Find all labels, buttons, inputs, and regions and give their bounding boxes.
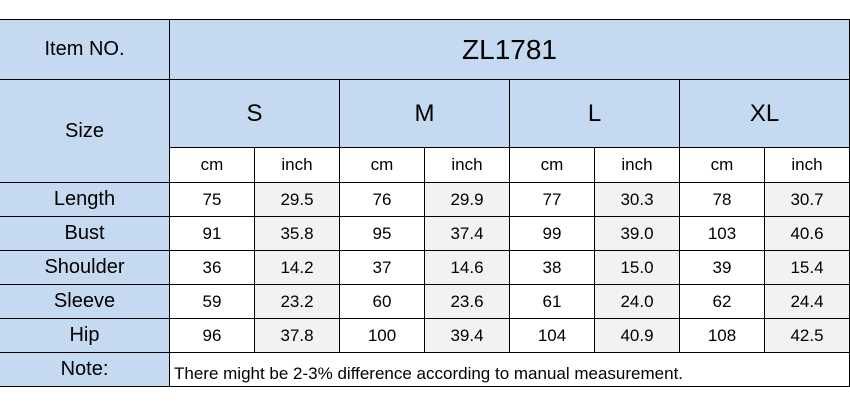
value-cell: 40.6 [765, 217, 850, 251]
value-cell: 95 [340, 217, 425, 251]
value-cell: 78 [680, 183, 765, 217]
unit-label: cm [340, 148, 425, 183]
value-cell: 23.6 [425, 285, 510, 319]
value-cell: 77 [510, 183, 595, 217]
value-cell: 76 [340, 183, 425, 217]
value-cell: 37.8 [255, 319, 340, 353]
row-label: Bust [0, 217, 170, 251]
unit-label: cm [680, 148, 765, 183]
row-label: Length [0, 183, 170, 217]
value-cell: 14.2 [255, 251, 340, 285]
note-label: Note: [0, 353, 170, 387]
value-cell: 38 [510, 251, 595, 285]
value-cell: 35.8 [255, 217, 340, 251]
value-cell: 108 [680, 319, 765, 353]
value-cell: 96 [170, 319, 255, 353]
value-cell: 14.6 [425, 251, 510, 285]
value-cell: 103 [680, 217, 765, 251]
value-cell: 61 [510, 285, 595, 319]
value-cell: 39 [680, 251, 765, 285]
unit-label: cm [170, 148, 255, 183]
value-cell: 62 [680, 285, 765, 319]
value-cell: 42.5 [765, 319, 850, 353]
item-number: ZL1781 [170, 20, 850, 80]
size-label: Size [0, 80, 170, 183]
value-cell: 29.9 [425, 183, 510, 217]
value-cell: 100 [340, 319, 425, 353]
value-cell: 24.0 [595, 285, 680, 319]
value-cell: 40.9 [595, 319, 680, 353]
size-name: XL [680, 80, 850, 148]
value-cell: 37.4 [425, 217, 510, 251]
row-label: Sleeve [0, 285, 170, 319]
value-cell: 75 [170, 183, 255, 217]
value-cell: 99 [510, 217, 595, 251]
unit-label: inch [425, 148, 510, 183]
value-cell: 15.4 [765, 251, 850, 285]
note-text: There might be 2-3% difference according… [170, 353, 850, 387]
unit-label: inch [595, 148, 680, 183]
value-cell: 36 [170, 251, 255, 285]
value-cell: 23.2 [255, 285, 340, 319]
unit-label: cm [510, 148, 595, 183]
value-cell: 24.4 [765, 285, 850, 319]
value-cell: 91 [170, 217, 255, 251]
value-cell: 39.0 [595, 217, 680, 251]
value-cell: 29.5 [255, 183, 340, 217]
row-label: Hip [0, 319, 170, 353]
row-label: Shoulder [0, 251, 170, 285]
size-name: M [340, 80, 510, 148]
item-label: Item NO. [0, 20, 170, 80]
value-cell: 39.4 [425, 319, 510, 353]
unit-label: inch [255, 148, 340, 183]
value-cell: 30.3 [595, 183, 680, 217]
table-border [0, 19, 850, 20]
size-name: L [510, 80, 680, 148]
value-cell: 37 [340, 251, 425, 285]
value-cell: 30.7 [765, 183, 850, 217]
value-cell: 59 [170, 285, 255, 319]
value-cell: 15.0 [595, 251, 680, 285]
unit-label: inch [765, 148, 850, 183]
value-cell: 60 [340, 285, 425, 319]
size-name: S [170, 80, 340, 148]
value-cell: 104 [510, 319, 595, 353]
